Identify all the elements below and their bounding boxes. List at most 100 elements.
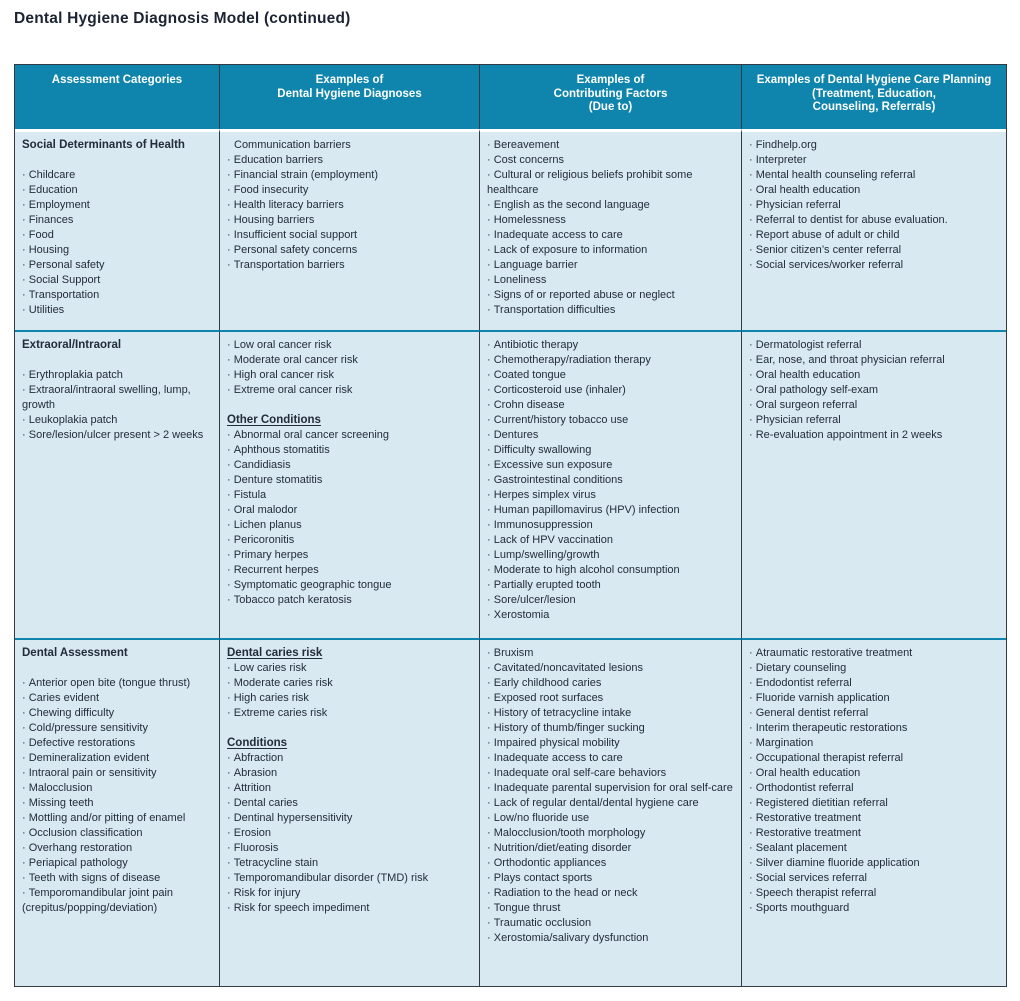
list-item: Insufficient social support — [227, 228, 473, 243]
list-item: Senior citizen’s center referral — [749, 243, 1000, 258]
list-item: Extraoral/intraoral swelling, lump, grow… — [22, 383, 213, 413]
list-item: Sore/lesion/ulcer present > 2 weeks — [22, 428, 213, 443]
header-line: Contributing Factors — [553, 87, 668, 100]
list-item: Education — [22, 183, 213, 198]
list-item: Nutrition/diet/eating disorder — [487, 841, 735, 856]
list-item: Dentinal hypersensitivity — [227, 811, 473, 826]
list-item: Childcare — [22, 168, 213, 183]
list-item: Inadequate access to care — [487, 751, 735, 766]
header-line: (Due to) — [588, 101, 633, 113]
list-item: Utilities — [22, 303, 213, 318]
list-item: Registered dietitian referral — [749, 796, 1000, 811]
list-item: Atraumatic restorative treatment — [749, 646, 1000, 661]
list-item: Social Support — [22, 273, 213, 288]
list-item: Extreme caries risk — [227, 706, 473, 721]
list-item: Signs of or reported abuse or neglect — [487, 288, 735, 303]
list-item: Human papillomavirus (HPV) infection — [487, 503, 735, 518]
list-item: Low/no fluoride use — [487, 811, 735, 826]
list-item: History of tetracycline intake — [487, 706, 735, 721]
section-heading: Other Conditions — [227, 414, 321, 426]
list-item: Referral to dentist for abuse evaluation… — [749, 213, 1000, 228]
list-item: Transportation — [22, 288, 213, 303]
list-item: Interpreter — [749, 153, 1000, 168]
header-line: Counseling, Referrals) — [812, 101, 936, 113]
list-item: Candidiasis — [227, 458, 473, 473]
list-item: Symptomatic geographic tongue — [227, 578, 473, 593]
header-line: (Treatment, Education, — [812, 87, 936, 100]
list-item: Oral health education — [749, 368, 1000, 383]
list-item: Ear, nose, and throat physician referral — [749, 353, 1000, 368]
list-item: Coated tongue — [487, 368, 735, 383]
header-line: Examples of — [576, 74, 645, 86]
cell-dental-assessment-col4: Atraumatic restorative treatmentDietary … — [742, 638, 1006, 986]
list-item: Physician referral — [749, 413, 1000, 428]
list-item: Excessive sun exposure — [487, 458, 735, 473]
list-item: Silver diamine fluoride application — [749, 856, 1000, 871]
list-item: Tongue thrust — [487, 901, 735, 916]
list-item: Crohn disease — [487, 398, 735, 413]
list-item: Housing — [22, 243, 213, 258]
list-item: Overhang restoration — [22, 841, 213, 856]
list-item: Leukoplakia patch — [22, 413, 213, 428]
cell-dental-assessment-col3: BruxismCavitated/noncavitated lesionsEar… — [480, 638, 742, 986]
list-item: Financial strain (employment) — [227, 168, 473, 183]
list-item: Bruxism — [487, 646, 735, 661]
list-item: Personal safety — [22, 258, 213, 273]
list-item: Orthodontist referral — [749, 781, 1000, 796]
list-item: Finances — [22, 213, 213, 228]
list-item: Gastrointestinal conditions — [487, 473, 735, 488]
list-item: Xerostomia/salivary dysfunction — [487, 931, 735, 946]
list-item: Recurrent herpes — [227, 563, 473, 578]
list-item: Aphthous stomatitis — [227, 443, 473, 458]
list-item: Transportation difficulties — [487, 303, 735, 318]
list-item: Difficulty swallowing — [487, 443, 735, 458]
list-item: Findhelp.org — [749, 138, 1000, 153]
list-item: Caries evident — [22, 691, 213, 706]
list-item: Oral malodor — [227, 503, 473, 518]
list-item: Malocclusion/tooth morphology — [487, 826, 735, 841]
cell-extraoral-intraoral-col2: Low oral cancer riskModerate oral cancer… — [220, 330, 480, 638]
list-item: Abnormal oral cancer screening — [227, 428, 473, 443]
section-heading: Conditions — [227, 737, 288, 749]
list-item: Dermatologist referral — [749, 338, 1000, 353]
list-item: Lump/swelling/growth — [487, 548, 735, 563]
list-item: Plays contact sports — [487, 871, 735, 886]
list-item: High oral cancer risk — [227, 368, 473, 383]
list-item: Primary herpes — [227, 548, 473, 563]
list-item: Risk for speech impediment — [227, 901, 473, 916]
line-gap — [227, 721, 473, 736]
list-item: English as the second language — [487, 198, 735, 213]
list-item: Chemotherapy/radiation therapy — [487, 353, 735, 368]
list-item: Fistula — [227, 488, 473, 503]
list-item: Denture stomatitis — [227, 473, 473, 488]
list-item: Oral surgeon referral — [749, 398, 1000, 413]
header-line: Examples of Dental Hygiene Care Planning — [756, 74, 992, 86]
line-gap — [22, 353, 213, 368]
list-item: Lack of regular dental/dental hygiene ca… — [487, 796, 735, 811]
list-item: Temporomandibular disorder (TMD) risk — [227, 871, 473, 886]
list-item: Tobacco patch keratosis — [227, 593, 473, 608]
list-item: Oral pathology self-exam — [749, 383, 1000, 398]
header-cell-3: Examples of Contributing Factors (Due to) — [480, 65, 742, 129]
list-item: Sore/ulcer/lesion — [487, 593, 735, 608]
list-item: Language barrier — [487, 258, 735, 273]
category-title: Dental Assessment — [22, 647, 128, 659]
list-item: Current/history tobacco use — [487, 413, 735, 428]
list-item: Defective restorations — [22, 736, 213, 751]
list-item: Sealant placement — [749, 841, 1000, 856]
list-item: Inadequate oral self-care behaviors — [487, 766, 735, 781]
list-item: Dental caries — [227, 796, 473, 811]
list-item: Impaired physical mobility — [487, 736, 735, 751]
list-item: Teeth with signs of disease — [22, 871, 213, 886]
list-item: High caries risk — [227, 691, 473, 706]
list-item: Exposed root surfaces — [487, 691, 735, 706]
list-item: Health literacy barriers — [227, 198, 473, 213]
list-item: Food — [22, 228, 213, 243]
list-item: Pericoronitis — [227, 533, 473, 548]
header-line: Dental Hygiene Diagnoses — [277, 87, 422, 100]
line-gap — [22, 153, 213, 168]
list-item: Fluoride varnish application — [749, 691, 1000, 706]
list-item: History of thumb/finger sucking — [487, 721, 735, 736]
list-item: Dietary counseling — [749, 661, 1000, 676]
list-item: Sports mouthguard — [749, 901, 1000, 916]
